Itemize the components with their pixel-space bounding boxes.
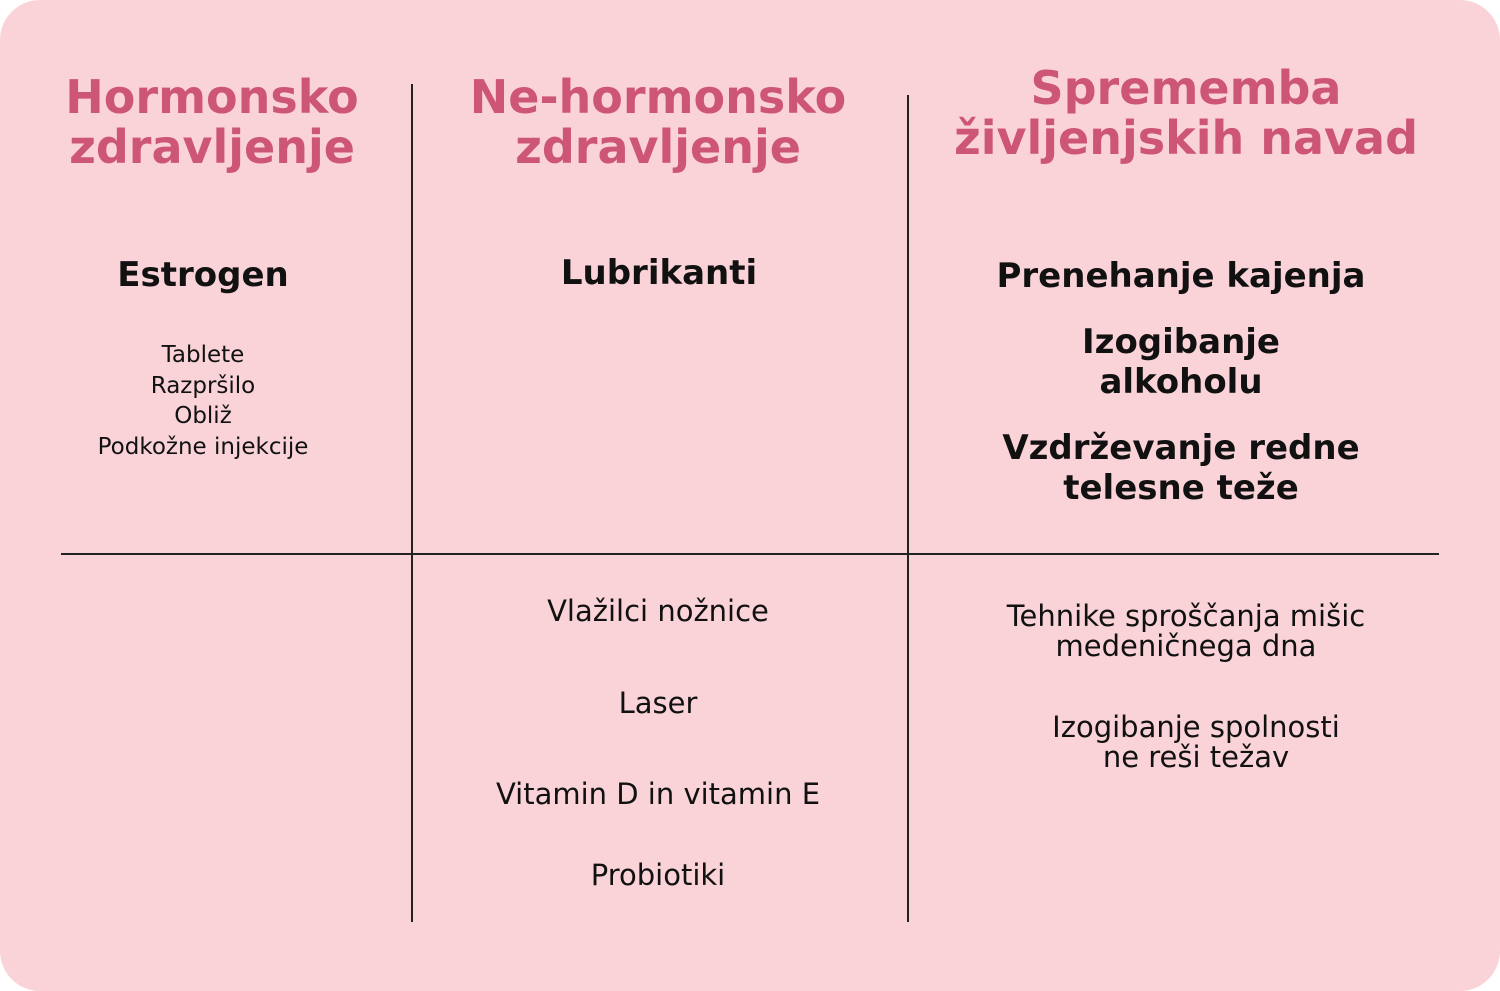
estrogen-forms-list: Tablete Razpršilo Obliž Podkožne injekci… (20, 340, 386, 462)
item-avoid-alcohol: Izogibanje alkoholu (1082, 322, 1280, 402)
estrogen-form-patch: Obliž (174, 403, 232, 429)
item-vaginal-moisturizers: Vlažilci nožnice (547, 594, 769, 628)
item-pelvic-floor-relaxation: Tehnike sproščanja mišic medeničnega dna (1006, 599, 1366, 663)
estrogen-form-tablets: Tablete (161, 342, 245, 368)
item-avoiding-sex: Izogibanje spolnosti ne reši težav (1052, 710, 1340, 774)
item-probiotics: Probiotiki (590, 858, 726, 892)
column-heading-non-hormonal: Ne-hormonsko zdravljenje (469, 70, 847, 174)
item-vitamins: Vitamin D in vitamin E (495, 777, 821, 811)
estrogen-form-injections: Podkožne injekcije (97, 433, 309, 460)
item-estrogen: Estrogen (117, 255, 289, 295)
column-heading-lifestyle: Sprememba življenjskih navad (953, 61, 1419, 165)
item-maintain-weight: Vzdrževanje redne telesne teže (1002, 428, 1360, 508)
estrogen-form-spray: Razpršilo (150, 372, 256, 399)
column-divider-2 (907, 95, 909, 922)
item-laser: Laser (618, 686, 698, 720)
item-lubricants: Lubrikanti (560, 253, 758, 293)
row-divider (61, 553, 1439, 555)
column-divider-1 (411, 84, 413, 922)
item-quit-smoking: Prenehanje kajenja (996, 256, 1366, 296)
column-heading-hormonal: Hormonsko zdravljenje (65, 70, 359, 174)
